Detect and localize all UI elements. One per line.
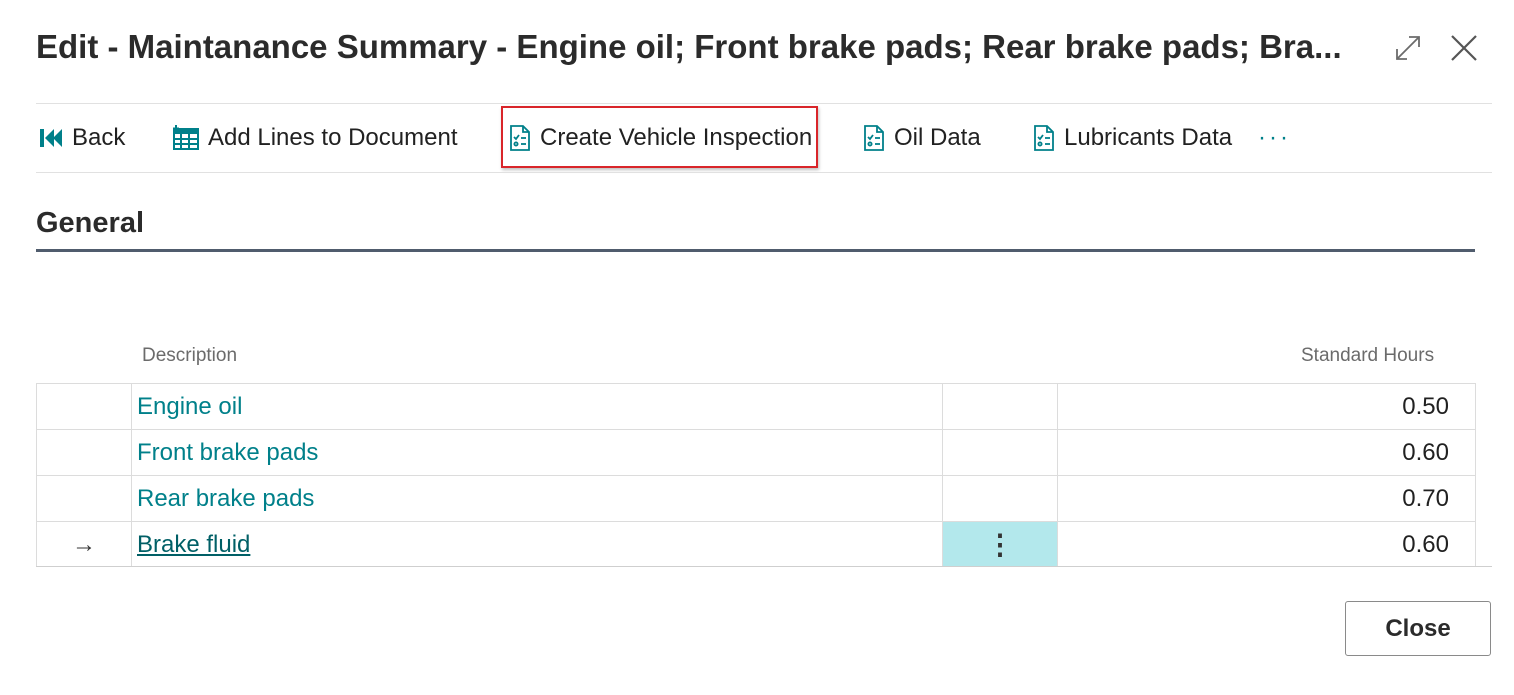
- row-actions-button[interactable]: ⋮: [943, 522, 1058, 567]
- oil-data-label: Oil Data: [894, 124, 981, 151]
- standard-hours-cell[interactable]: 0.60: [1402, 530, 1449, 558]
- column-header-standard-hours[interactable]: Standard Hours: [1301, 345, 1435, 366]
- vertical-ellipsis-icon: ⋮: [986, 528, 1014, 560]
- more-options-icon[interactable]: ···: [1258, 124, 1291, 151]
- standard-hours-cell[interactable]: 0.50: [1402, 392, 1449, 420]
- standard-hours-cell[interactable]: 0.60: [1402, 438, 1449, 466]
- row-selector[interactable]: [37, 430, 132, 475]
- column-header-description[interactable]: Description: [142, 345, 238, 366]
- lubricants-data-label: Lubricants Data: [1064, 124, 1233, 151]
- row-menu-cell: [943, 430, 1058, 475]
- table-row[interactable]: Engine oil 0.50: [37, 384, 1475, 430]
- table-row[interactable]: Front brake pads 0.60: [37, 430, 1475, 476]
- row-selector[interactable]: [37, 476, 132, 521]
- back-label: Back: [72, 124, 126, 151]
- current-row-arrow-icon: →: [72, 530, 96, 558]
- create-vehicle-inspection-label: Create Vehicle Inspection: [540, 124, 813, 151]
- row-menu-cell: [943, 476, 1058, 521]
- document-checklist-icon: [1032, 124, 1056, 152]
- back-button[interactable]: Back: [38, 104, 125, 172]
- toolbar-top-divider: [36, 103, 1492, 104]
- standard-hours-cell[interactable]: 0.70: [1402, 484, 1449, 512]
- document-checklist-icon: [508, 124, 532, 152]
- table-row[interactable]: Rear brake pads 0.70: [37, 476, 1475, 522]
- add-lines-to-document-button[interactable]: Add Lines to Document: [172, 104, 457, 172]
- add-lines-label: Add Lines to Document: [208, 124, 458, 151]
- section-title-general[interactable]: General: [36, 207, 144, 239]
- back-icon: [38, 126, 64, 150]
- grid-bottom-divider: [36, 566, 1492, 567]
- description-cell[interactable]: Brake fluid: [132, 522, 943, 567]
- close-icon[interactable]: [1446, 30, 1482, 66]
- section-underline: [36, 249, 1475, 252]
- document-checklist-icon: [862, 124, 886, 152]
- table-row-current[interactable]: → Brake fluid ⋮ 0.60: [37, 522, 1475, 567]
- close-button[interactable]: Close: [1345, 601, 1491, 656]
- row-selector[interactable]: →: [37, 522, 132, 567]
- dialog-title: Edit - Maintanance Summary - Engine oil;…: [36, 28, 1342, 65]
- lubricants-data-button[interactable]: Lubricants Data: [1032, 104, 1232, 172]
- toolbar-bottom-divider: [36, 172, 1492, 173]
- action-bar: Back Add Lines to Document: [36, 104, 1492, 172]
- add-lines-icon: [172, 125, 200, 151]
- oil-data-button[interactable]: Oil Data: [862, 104, 981, 172]
- description-cell[interactable]: Front brake pads: [132, 430, 943, 475]
- lines-grid: Engine oil 0.50 Front brake pads 0.60 Re…: [36, 383, 1476, 567]
- create-vehicle-inspection-button[interactable]: Create Vehicle Inspection: [508, 104, 812, 172]
- description-cell[interactable]: Engine oil: [132, 384, 943, 429]
- row-selector[interactable]: [37, 384, 132, 429]
- description-cell[interactable]: Rear brake pads: [132, 476, 943, 521]
- expand-icon[interactable]: [1390, 30, 1426, 66]
- row-menu-cell: [943, 384, 1058, 429]
